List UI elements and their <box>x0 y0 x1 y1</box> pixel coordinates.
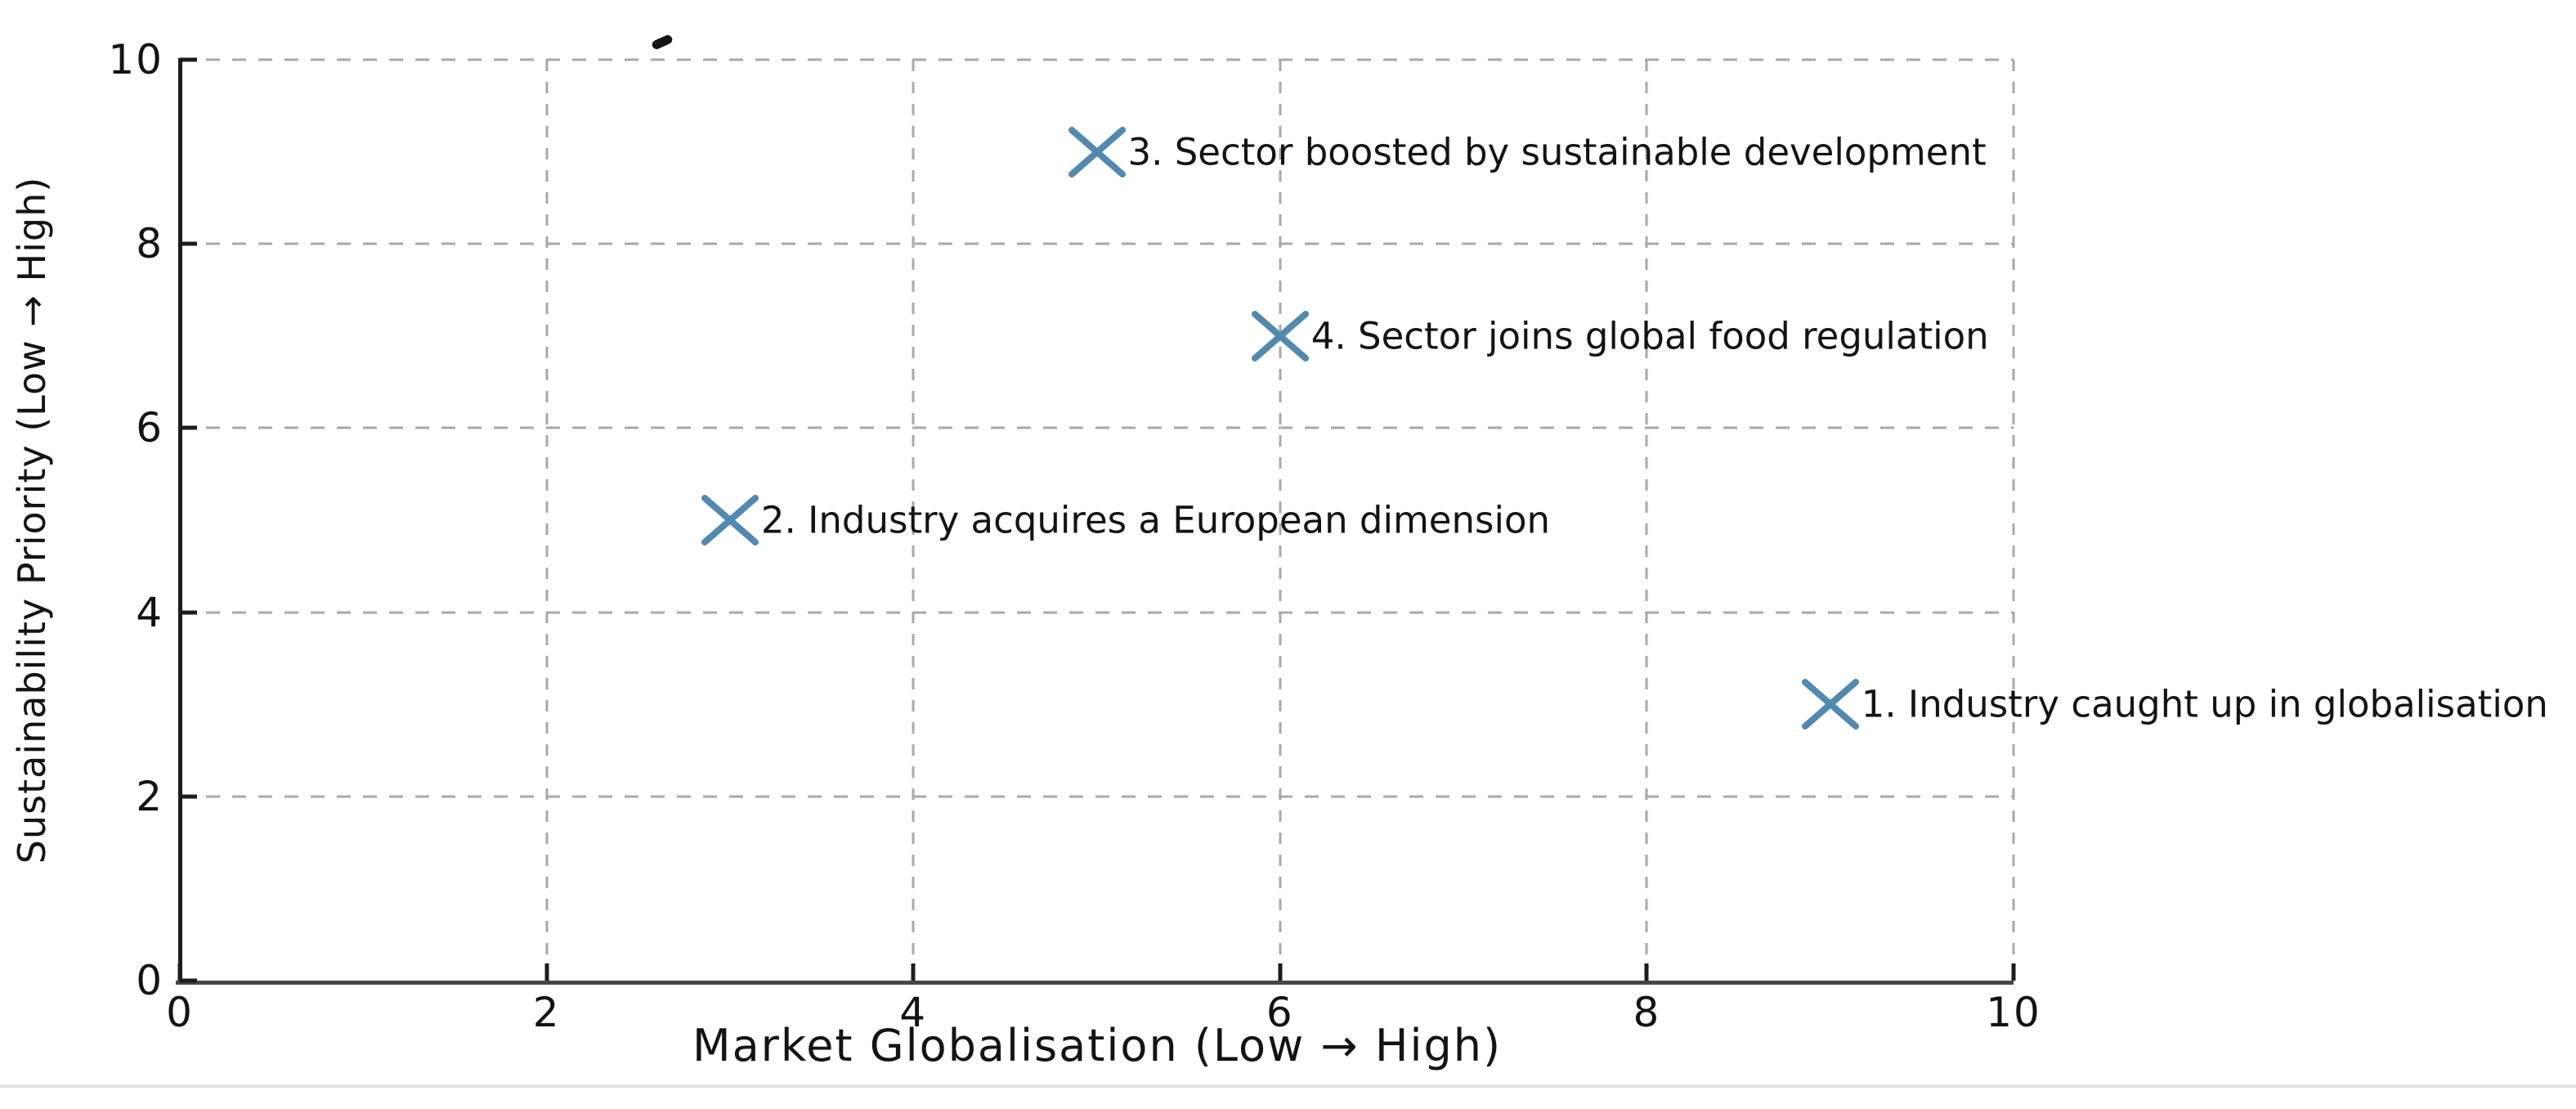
x-tick-label-0: 0 <box>166 989 194 1036</box>
y-tick-mark-10 <box>180 57 197 62</box>
gridline-y-2 <box>180 795 2014 798</box>
y-tick-mark-4 <box>180 610 197 615</box>
y-tick-mark-2 <box>180 794 197 799</box>
data-point-label-2: 2. Industry acquires a European dimensio… <box>760 498 1551 542</box>
x-tick-mark-10 <box>2011 963 2016 981</box>
gridline-y-4 <box>180 611 2014 614</box>
data-point-marker-3 <box>1067 125 1127 179</box>
y-axis-spine <box>178 58 182 985</box>
data-point-marker-4 <box>1250 309 1310 363</box>
plot-area: 0 2 4 6 8 10 0 2 4 6 8 10 1. Industry caught up in g… <box>108 39 2548 1033</box>
y-tick-label-2: 2 <box>136 772 164 820</box>
y-tick-label-0: 0 <box>136 957 164 1004</box>
y-tick-mark-0 <box>180 978 197 983</box>
gridline-y-10 <box>180 58 2014 61</box>
gridline-x-6 <box>1279 60 1282 981</box>
x-tick-mark-2 <box>544 963 549 981</box>
data-point-marker-1 <box>1800 677 1861 731</box>
x-marker-icon <box>1801 679 1859 730</box>
title-artifact-mark <box>650 34 674 51</box>
x-tick-label-8: 8 <box>1633 989 1661 1036</box>
x-axis-spine <box>176 981 2014 985</box>
gridline-y-6 <box>180 426 2014 429</box>
data-point-label-4: 4. Sector joins global food regulation <box>1310 314 1989 358</box>
x-tick-mark-6 <box>1278 963 1283 981</box>
x-axis-title: Market Globalisation (Low → High) <box>692 1020 1503 1071</box>
x-tick-label-10: 10 <box>1986 989 2041 1036</box>
x-tick-label-2: 2 <box>532 989 561 1036</box>
gridline-x-4 <box>912 60 915 981</box>
x-tick-mark-0 <box>177 963 182 981</box>
y-tick-label-8: 8 <box>136 220 164 268</box>
page-separator-line <box>0 1084 2576 1088</box>
y-tick-mark-6 <box>180 425 197 430</box>
x-tick-mark-4 <box>911 963 916 981</box>
x-marker-icon <box>1251 310 1309 361</box>
data-point-label-1: 1. Industry caught up in globalisation <box>1861 682 2548 726</box>
gridline-x-10 <box>2012 60 2015 981</box>
x-marker-icon <box>1068 126 1126 177</box>
data-point-marker-2 <box>700 493 760 547</box>
y-axis-title: Sustainability Priority (Low → High) <box>10 176 54 864</box>
y-tick-label-6: 6 <box>136 404 164 452</box>
x-marker-icon <box>701 495 759 546</box>
gridline-x-2 <box>545 60 549 981</box>
x-tick-label-4: 4 <box>899 989 928 1036</box>
data-point-label-3: 3. Sector boosted by sustainable develop… <box>1127 130 1987 174</box>
y-tick-label-10: 10 <box>108 36 164 83</box>
y-tick-mark-8 <box>180 241 197 246</box>
y-tick-label-4: 4 <box>136 588 164 636</box>
x-tick-mark-8 <box>1644 963 1649 981</box>
gridline-y-8 <box>180 242 2014 245</box>
x-tick-label-6: 6 <box>1266 989 1294 1036</box>
gridline-x-8 <box>1645 60 1648 981</box>
